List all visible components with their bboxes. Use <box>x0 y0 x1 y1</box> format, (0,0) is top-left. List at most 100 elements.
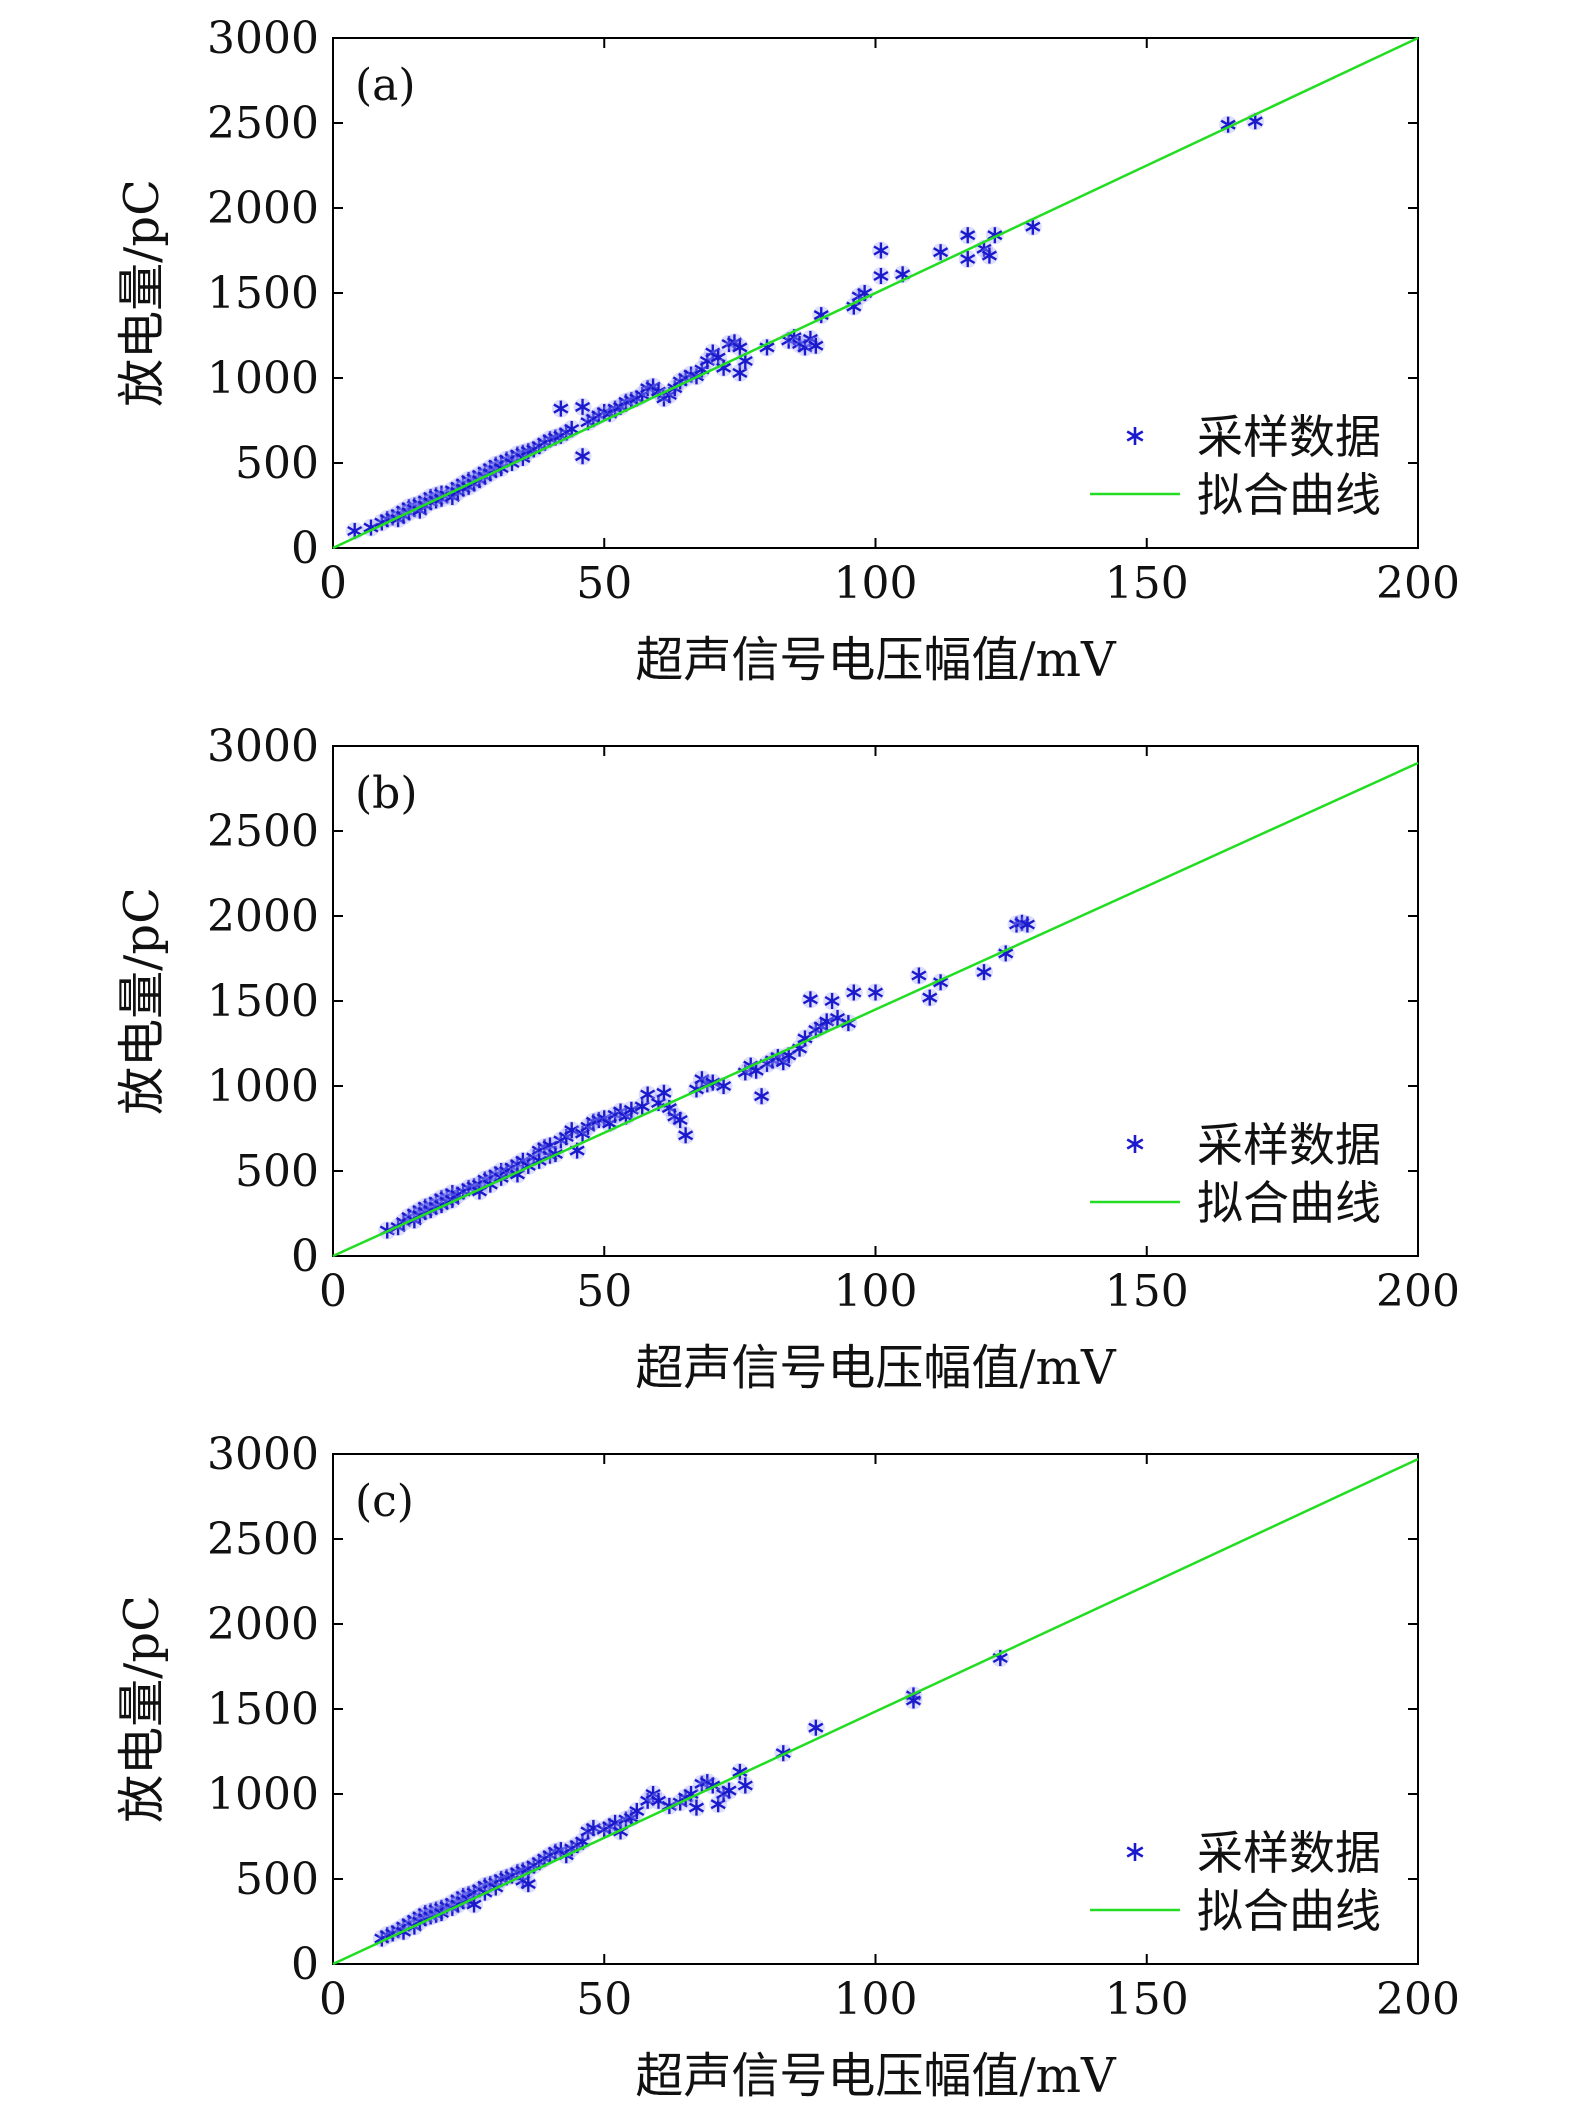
data-point <box>737 353 753 369</box>
data-point-stroke <box>688 1802 705 1813</box>
data-point <box>347 523 363 539</box>
x-tick-label: 50 <box>576 558 632 609</box>
y-tick-label: 0 <box>291 1231 319 1282</box>
data-point-stroke <box>710 352 726 363</box>
data-point-stroke <box>808 340 824 351</box>
data-point-stroke <box>672 1114 688 1126</box>
data-point-stroke <box>905 1695 922 1706</box>
y-tick-label: 1500 <box>207 1684 319 1735</box>
data-point-stroke <box>992 1652 1008 1664</box>
data-point-stroke <box>808 1722 824 1733</box>
data-point <box>873 268 889 284</box>
x-tick-label: 0 <box>319 558 347 609</box>
y-tick-label: 1000 <box>207 1769 319 1820</box>
x-axis-title: 超声信号电压幅值/mV <box>635 2048 1117 2104</box>
data-point-stroke <box>520 1879 536 1890</box>
data-point <box>867 984 884 1001</box>
data-point-stroke <box>1019 919 1035 930</box>
y-axis-title: 放电量/pC <box>114 179 170 407</box>
x-tick-label: 100 <box>834 1266 918 1317</box>
x-tick-label: 100 <box>834 1974 918 2025</box>
data-point-stroke <box>607 1817 623 1828</box>
data-point-stroke <box>786 332 802 343</box>
data-point-stroke <box>759 342 775 353</box>
data-point <box>634 1098 650 1115</box>
data-point-stroke <box>802 994 818 1005</box>
data-point <box>981 247 997 264</box>
legend-label-fit: 拟合曲线 <box>1197 1884 1381 1938</box>
data-point-stroke <box>813 310 829 321</box>
data-point <box>623 1101 639 1118</box>
data-point <box>716 359 732 376</box>
y-tick-label: 2500 <box>207 1514 319 1565</box>
data-point <box>960 251 976 267</box>
data-point-stroke <box>824 995 840 1007</box>
data-point <box>1025 218 1041 235</box>
data-point <box>640 1086 656 1103</box>
data-point-stroke <box>732 367 748 378</box>
y-tick-label: 3000 <box>207 721 319 772</box>
y-axis-title: 放电量/pC <box>114 887 170 1115</box>
panel-label: (b) <box>355 768 418 819</box>
data-point <box>732 364 748 381</box>
data-point-stroke <box>645 1788 661 1800</box>
y-tick-label: 2000 <box>207 183 319 234</box>
chart-panel-c: 0 50 100 150 200050010001500200025003000超声信号… <box>114 1429 1460 2104</box>
data-point-stroke <box>802 333 818 344</box>
data-point <box>575 448 591 465</box>
data-point-stroke <box>819 1016 835 1027</box>
y-tick-label: 2500 <box>207 806 319 857</box>
data-point <box>911 967 927 984</box>
data-point-stroke <box>797 1033 813 1044</box>
y-tick-label: 500 <box>235 438 319 489</box>
data-point-stroke <box>575 451 591 462</box>
data-point-stroke <box>650 386 667 397</box>
data-point-stroke <box>857 287 873 299</box>
data-point <box>819 1013 835 1030</box>
panel-label: (c) <box>355 1476 414 1527</box>
legend-label-samples: 采样数据 <box>1197 410 1381 464</box>
x-tick-label: 100 <box>834 558 918 609</box>
legend-marker <box>1126 1135 1144 1153</box>
x-tick-label: 150 <box>1105 1266 1189 1317</box>
data-point-stroke <box>960 230 976 241</box>
legend-label-samples: 采样数据 <box>1197 1826 1381 1880</box>
data-point-stroke <box>829 1012 846 1024</box>
x-tick-label: 200 <box>1376 558 1460 609</box>
data-point <box>754 1088 770 1105</box>
x-tick-label: 200 <box>1376 1974 1460 2025</box>
data-point <box>824 993 840 1009</box>
legend-marker-stroke <box>1126 1138 1144 1150</box>
data-point <box>688 1799 705 1816</box>
data-point-stroke <box>960 253 976 265</box>
data-point <box>564 1122 580 1139</box>
data-point-stroke <box>1025 221 1041 232</box>
y-tick-label: 0 <box>291 523 319 574</box>
data-point-stroke <box>634 1101 650 1112</box>
data-point-stroke <box>737 1780 753 1791</box>
y-tick-label: 1500 <box>207 976 319 1027</box>
data-point <box>1019 916 1035 933</box>
data-point <box>520 1876 536 1893</box>
data-point-stroke <box>846 987 862 998</box>
data-point-stroke <box>716 1080 732 1092</box>
y-tick-label: 1000 <box>207 1061 319 1112</box>
data-point-stroke <box>564 423 580 435</box>
data-point-stroke <box>640 1089 656 1100</box>
y-tick-label: 500 <box>235 1854 319 1905</box>
data-point-stroke <box>678 1130 694 1141</box>
data-point-stroke <box>650 1795 667 1806</box>
data-point <box>960 227 976 244</box>
data-point <box>759 339 775 356</box>
data-point <box>1220 116 1236 133</box>
y-tick-label: 2500 <box>207 98 319 149</box>
data-point-stroke <box>922 992 938 1003</box>
legend-marker <box>1126 1843 1144 1861</box>
legend-marker-stroke <box>1126 1846 1144 1858</box>
data-point <box>509 1166 525 1183</box>
data-point-stroke <box>998 948 1014 959</box>
